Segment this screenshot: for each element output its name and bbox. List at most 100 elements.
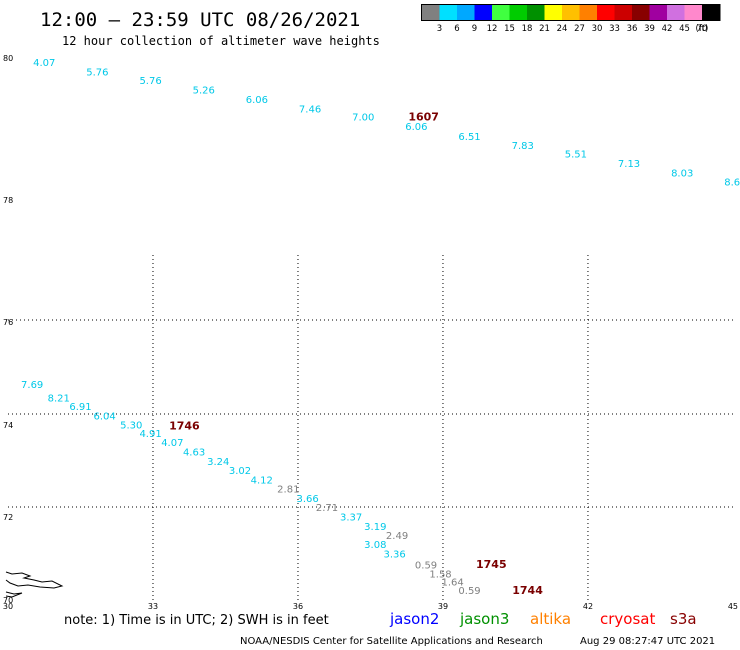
graticule [8, 255, 735, 600]
swh-value: 6.91 [69, 402, 91, 413]
legend-swatch [649, 5, 667, 20]
legend-bin-label: 39 [644, 24, 655, 34]
satellite-legend: jason2 jason3 altika cryosat s3a [389, 610, 697, 628]
swh-value: 3.02 [229, 466, 251, 477]
swh-value: 5.30 [120, 420, 142, 431]
legend-swatch [667, 5, 685, 20]
lat-tick-label: 76 [3, 318, 13, 327]
swh-value: 2.49 [386, 531, 408, 542]
legend-swatch [474, 5, 492, 20]
swh-value: 6.04 [94, 411, 116, 422]
swh-value: 6.06 [246, 95, 268, 106]
lat-tick-label: 70 [3, 596, 13, 605]
lon-tick-label: 33 [148, 602, 158, 611]
swh-value: 0.59 [415, 560, 437, 571]
swh-value: 1.58 [429, 569, 451, 580]
pass-time-label: 1745 [476, 558, 507, 571]
swh-value: 5.76 [86, 67, 108, 78]
legend-swatch [684, 5, 702, 20]
swh-value: 3.08 [364, 540, 386, 551]
pass-time-label: 1744 [512, 584, 543, 597]
lat-tick-label: 74 [3, 421, 13, 430]
legend-bin-label: 33 [609, 24, 620, 34]
legend-swatch [439, 5, 457, 20]
legend-swatch [422, 5, 440, 20]
swh-value: 7.69 [21, 380, 43, 391]
legend-swatch [492, 5, 510, 20]
swh-value: 2.81 [277, 485, 299, 496]
satellite-name: jason3 [459, 610, 509, 628]
satellite-name: jason2 [389, 610, 439, 628]
swh-value: 3.37 [340, 512, 362, 523]
legend-bin-label: 9 [472, 24, 477, 34]
swh-value: 1.64 [442, 578, 464, 589]
satellite-tracks: 4.07 5.76 5.76 5.26 6.06 7.46 7.00 6.06 6.51 7.83… [21, 58, 740, 597]
legend-swatch [632, 5, 650, 20]
swh-value: 5.26 [193, 85, 215, 96]
legend-bin-label: 36 [627, 24, 638, 34]
credit-text: NOAA/NESDIS Center for Satellite Applica… [240, 636, 543, 647]
swh-value: 3.66 [297, 494, 319, 505]
legend-swatch [597, 5, 615, 20]
legend-swatch [527, 5, 545, 20]
legend-bin-label: 6 [454, 24, 459, 34]
swh-value: 4.63 [183, 448, 205, 459]
swh-value: 7.13 [618, 159, 640, 170]
swh-value: 3.19 [364, 522, 386, 533]
legend-bin-label: 42 [662, 24, 673, 34]
swh-value: 7.46 [299, 105, 321, 116]
legend-swatch [579, 5, 597, 20]
legend-bin-label: 15 [504, 24, 515, 34]
page-title: 12:00 – 23:59 UTC 08/26/2021 [40, 9, 360, 31]
legend-bin-label: 3 [437, 24, 442, 34]
swh-value: 8.21 [48, 394, 70, 405]
pass-time-label: 1607 [408, 111, 439, 124]
satellite-name: altika [530, 610, 571, 628]
legend-bin-label: 12 [487, 24, 498, 34]
page-subtitle: 12 hour collection of altimeter wave hei… [62, 34, 380, 48]
swh-value: 6.51 [458, 132, 480, 143]
swh-value: 8.03 [671, 168, 693, 179]
lon-tick-label: 39 [438, 602, 448, 611]
color-scale-legend: 3 6 9 12 15 18 21 24 27 30 33 36 39 42 45 70(ft) [421, 4, 721, 34]
swh-value: 4.91 [139, 429, 161, 440]
lon-tick-label: 45 [728, 602, 738, 611]
satellite-name: cryosat [600, 610, 655, 628]
legend-swatch [457, 5, 475, 20]
lat-tick-label: 80 [3, 54, 13, 63]
swh-value: 0.59 [458, 586, 480, 597]
satellite-name: s3a [670, 610, 697, 628]
legend-bin-label: 70 [697, 24, 708, 34]
swh-value: 5.51 [565, 150, 587, 161]
legend-swatch [562, 5, 580, 20]
legend-swatch [509, 5, 527, 20]
swh-value: 8.61 [724, 178, 740, 189]
legend-swatch [614, 5, 632, 20]
swh-value: 4.07 [161, 438, 183, 449]
swh-value: 3.36 [384, 550, 406, 561]
legend-swatch [702, 5, 720, 20]
lat-tick-label: 78 [3, 196, 13, 205]
legend-swatch [544, 5, 562, 20]
swh-value: 4.07 [33, 58, 55, 69]
lon-tick-label: 36 [293, 602, 303, 611]
swh-value: 3.24 [207, 457, 229, 468]
swh-value: 2.71 [316, 503, 338, 514]
axis-ticks: 30 33 36 39 42 45 70 72 74 76 78 80 [3, 54, 738, 611]
swh-value: 5.76 [139, 76, 161, 87]
pass-time-labels: 1607 1746 1745 1744 [169, 111, 543, 598]
coastline [5, 571, 64, 598]
legend-bin-label: 21 [539, 24, 550, 34]
swh-value: 7.83 [512, 141, 534, 152]
footer-note: note: 1) Time is in UTC; 2) SWH is in fe… [64, 613, 329, 628]
legend-bin-label: 45 [679, 24, 690, 34]
swh-value: 4.12 [251, 475, 273, 486]
legend-bin-label: 18 [522, 24, 533, 34]
swh-value: 7.00 [352, 113, 374, 124]
timestamp-text: Aug 29 08:27:47 UTC 2021 [580, 636, 715, 647]
lon-tick-label: 30 [3, 602, 13, 611]
lat-tick-label: 72 [3, 513, 13, 522]
legend-bin-label: 27 [574, 24, 585, 34]
swh-value: 6.06 [405, 122, 427, 133]
